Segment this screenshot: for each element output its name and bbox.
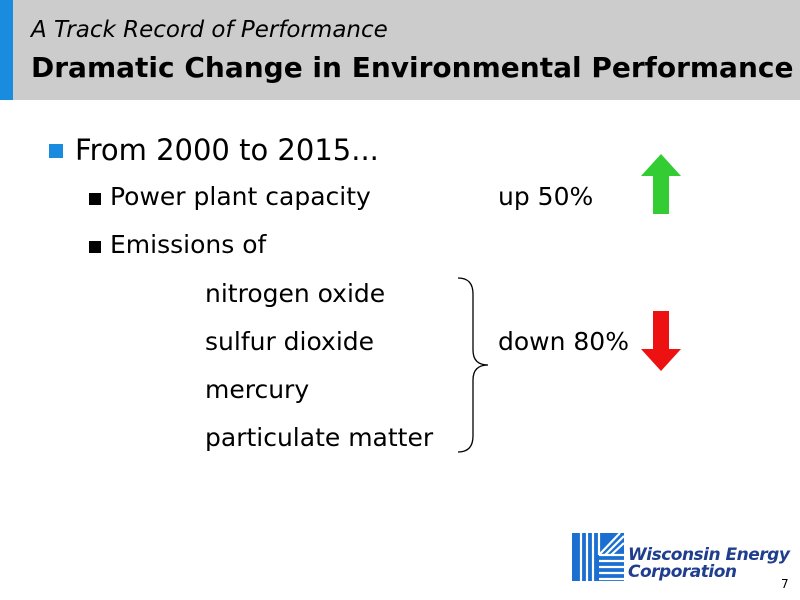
slide-header: A Track Record of Performance Dramatic C… (0, 0, 800, 100)
pollutant-item: nitrogen oxide (205, 279, 386, 308)
company-name: Wisconsin Energy Corporation (628, 545, 790, 582)
emissions-value: down 80% (498, 327, 629, 356)
slide-title: Dramatic Change in Environmental Perform… (31, 51, 794, 84)
up-arrow-icon (641, 154, 681, 214)
company-name-line1: Wisconsin Energy (628, 545, 790, 565)
pollutant-item: particulate matter (205, 423, 434, 452)
capacity-value: up 50% (498, 182, 594, 211)
square-bullet-icon (89, 241, 101, 253)
emissions-label: Emissions of (110, 230, 267, 259)
header-accent-bar (0, 0, 13, 100)
page-number: 7 (781, 577, 789, 591)
intro-text: From 2000 to 2015... (75, 133, 379, 167)
company-name-line2: Corporation (628, 562, 737, 582)
square-bullet-icon (89, 193, 101, 205)
slide-kicker: A Track Record of Performance (31, 17, 388, 43)
pollutant-item: sulfur dioxide (205, 327, 375, 356)
capacity-label: Power plant capacity (110, 182, 371, 211)
square-bullet-icon (49, 144, 63, 158)
right-brace-icon (457, 277, 489, 453)
pollutant-item: mercury (205, 375, 310, 404)
company-logo-icon (572, 533, 624, 581)
down-arrow-icon (641, 311, 681, 371)
